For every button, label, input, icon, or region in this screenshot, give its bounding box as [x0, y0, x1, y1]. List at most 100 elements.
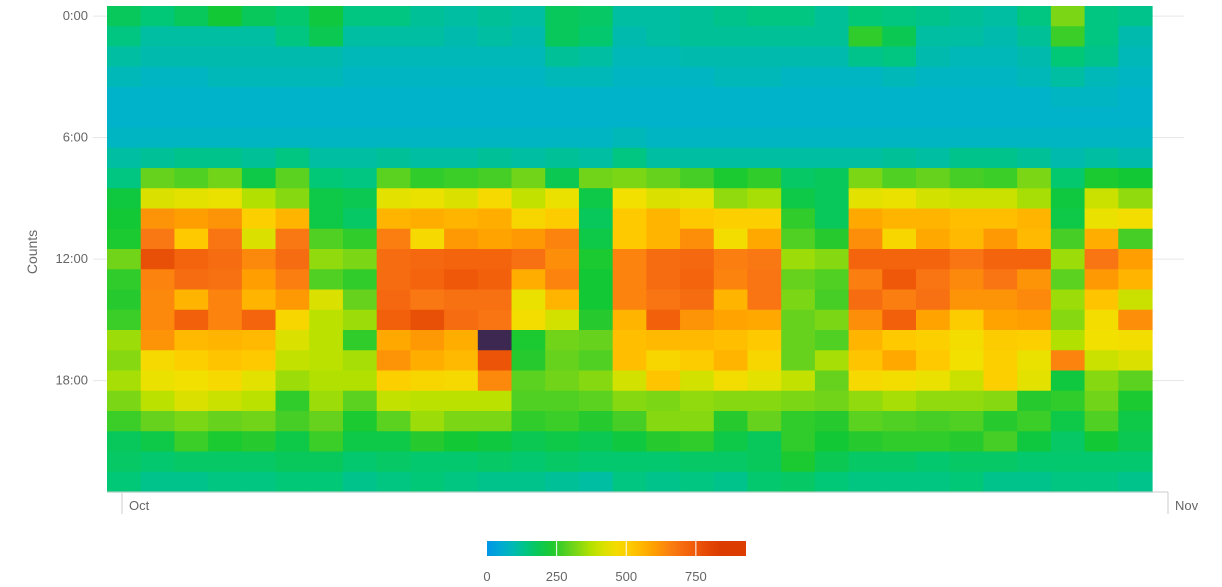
heatmap-cell	[545, 168, 580, 189]
heatmap-cell	[174, 309, 209, 331]
heatmap-cell	[781, 289, 816, 311]
heatmap-cell	[713, 46, 749, 68]
heatmap-cell	[107, 107, 142, 129]
legend-tick-label: 500	[615, 569, 637, 584]
heatmap-cell	[1050, 127, 1086, 149]
heatmap-cell	[680, 471, 715, 493]
heatmap-cell	[713, 269, 749, 291]
heatmap-cell	[1050, 26, 1086, 48]
heatmap-cell	[511, 6, 546, 27]
heatmap-cell	[376, 309, 411, 331]
heatmap-cell	[241, 289, 277, 311]
heatmap-cell	[713, 208, 749, 230]
heatmap-cell	[949, 289, 985, 311]
heatmap-cell	[713, 249, 749, 270]
heatmap-cell	[1084, 471, 1119, 493]
heatmap-cell	[747, 471, 782, 493]
heatmap-cell	[410, 471, 445, 493]
heatmap-cell	[747, 411, 782, 432]
heatmap-cell	[1084, 289, 1119, 311]
heatmap-cell	[107, 26, 142, 48]
heatmap-cell	[680, 411, 715, 432]
heatmap-cell	[342, 431, 378, 453]
heatmap-cell	[949, 107, 985, 129]
heatmap-cell	[781, 249, 816, 270]
heatmap-cell	[1118, 87, 1153, 108]
heatmap-cell	[949, 451, 985, 473]
heatmap-cell	[477, 289, 513, 311]
heatmap-cell	[612, 208, 647, 230]
heatmap-cell	[545, 249, 580, 270]
heatmap-cell	[983, 46, 1018, 68]
heatmap-cell	[578, 451, 614, 473]
heatmap-cell	[107, 168, 142, 189]
heatmap-cell	[578, 188, 614, 210]
heatmap-cell	[646, 431, 681, 453]
heatmap-cell	[713, 451, 749, 473]
heatmap-cell	[848, 66, 883, 88]
legend-color-bar	[487, 541, 746, 556]
heatmap-cell	[747, 127, 782, 149]
heatmap-cell	[747, 87, 782, 108]
heatmap-cell	[107, 208, 142, 230]
heatmap-cell	[612, 168, 647, 189]
heatmap-cell	[1084, 309, 1119, 331]
heatmap-cell	[545, 46, 580, 68]
heatmap-cell	[174, 168, 209, 189]
heatmap-cell	[1084, 451, 1119, 473]
heatmap-cell	[444, 228, 479, 250]
heatmap-cell	[1017, 350, 1052, 372]
heatmap-cell	[949, 330, 985, 351]
heatmap-cell	[241, 26, 277, 48]
heatmap-cell	[174, 330, 209, 351]
heatmap-cell	[612, 188, 647, 210]
heatmap-cell	[107, 87, 142, 108]
heatmap-cell	[814, 26, 850, 48]
heatmap-cell	[107, 370, 142, 392]
heatmap-cell	[477, 471, 513, 493]
heatmap-cell	[275, 208, 310, 230]
heatmap-cell	[949, 147, 985, 169]
heatmap-cell	[376, 390, 411, 412]
heatmap-cell	[747, 26, 782, 48]
heatmap-cell	[781, 208, 816, 230]
heatmap-cell	[713, 147, 749, 169]
heatmap-cell	[814, 66, 850, 88]
heatmap-cell	[241, 208, 277, 230]
heatmap-cell	[342, 147, 378, 169]
heatmap-cell	[713, 330, 749, 351]
color-legend: 0 250 500 750	[483, 541, 746, 584]
heatmap-cell	[174, 249, 209, 270]
heatmap-cell	[814, 188, 850, 210]
heatmap-cell	[444, 249, 479, 270]
heatmap-cell	[848, 451, 883, 473]
heatmap-cell	[646, 411, 681, 432]
heatmap-cell	[410, 370, 445, 392]
heatmap-cell	[747, 330, 782, 351]
heatmap-cell	[1017, 147, 1052, 169]
heatmap-cell	[309, 168, 344, 189]
heatmap-cell	[140, 127, 176, 149]
heatmap-cell	[747, 208, 782, 230]
heatmap-cell	[309, 66, 344, 88]
heatmap-cell	[781, 390, 816, 412]
heatmap-cell	[410, 431, 445, 453]
heatmap-cell	[949, 208, 985, 230]
heatmap-cell	[1118, 431, 1153, 453]
heatmap-cell	[376, 46, 411, 68]
heatmap-cell	[545, 6, 580, 27]
y-tick-label: 0:00	[63, 8, 88, 23]
heatmap-cell	[1017, 46, 1052, 68]
heatmap-cell	[916, 87, 951, 108]
legend-tick-label: 750	[685, 569, 707, 584]
heatmap-cell	[882, 309, 917, 331]
heatmap-cell	[376, 350, 411, 372]
heatmap-cell	[444, 269, 479, 291]
heatmap-cell	[1050, 188, 1086, 210]
heatmap-cell	[376, 451, 411, 473]
heatmap-cell	[747, 249, 782, 270]
heatmap-cell	[208, 431, 243, 453]
heatmap-cell	[848, 330, 883, 351]
heatmap-cell	[916, 411, 951, 432]
heatmap-cell	[747, 66, 782, 88]
